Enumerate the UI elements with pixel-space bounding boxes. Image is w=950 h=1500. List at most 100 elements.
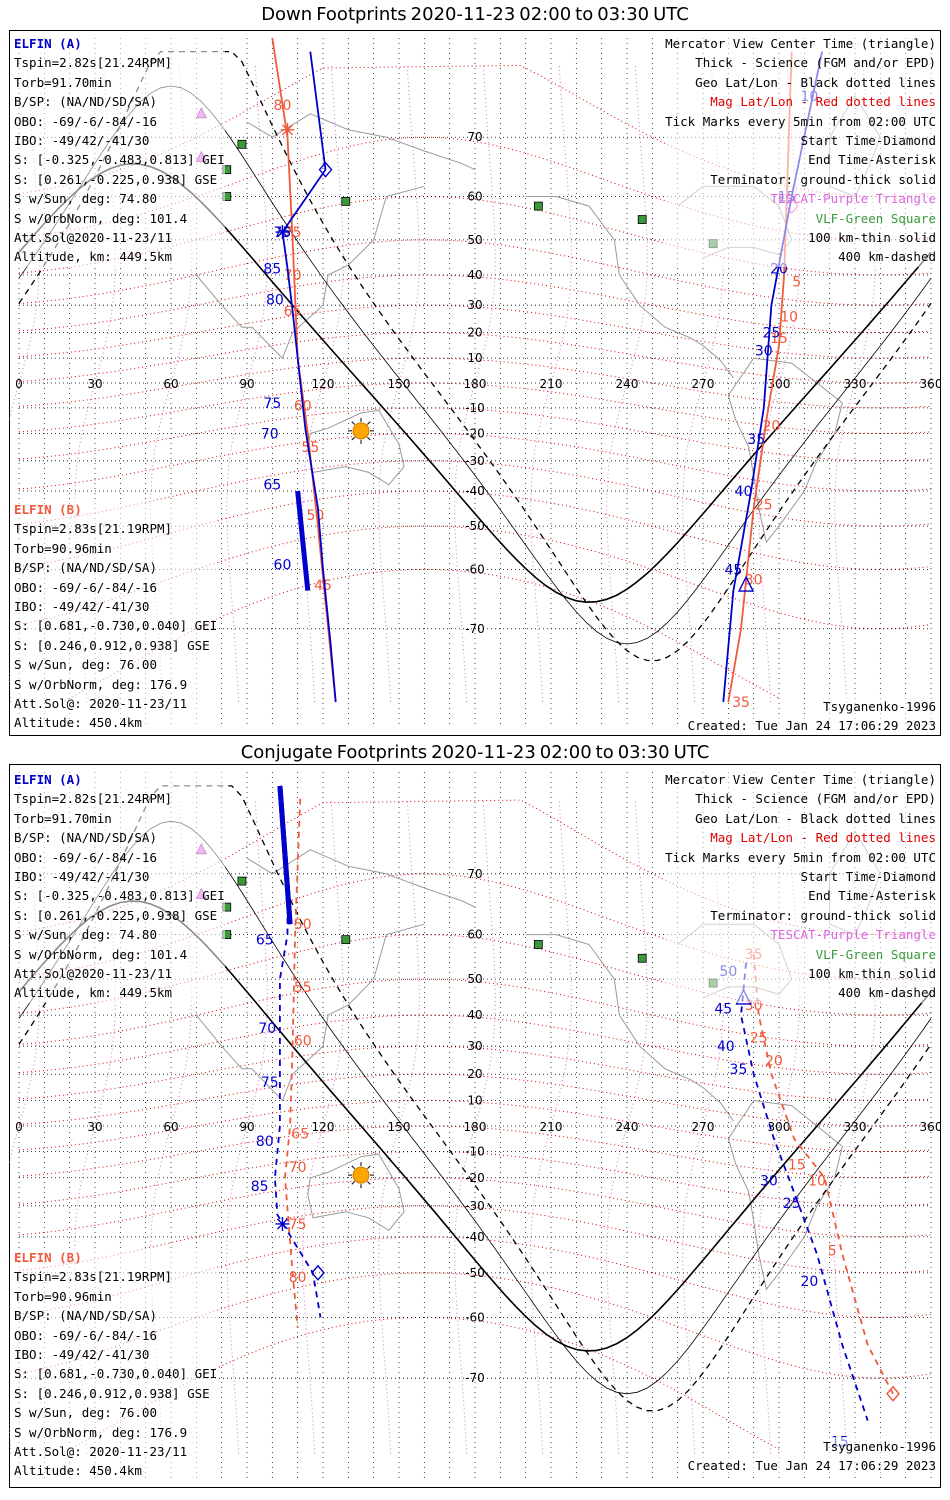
mag-lon-line [530,798,572,1454]
elfin-b-second-pass-tick-label: 5 [792,274,801,290]
lat-tick-label: -10 [465,1144,485,1158]
elfin-a-track-science [295,490,311,591]
mag-lat-line [18,274,932,333]
lat-tick-label: 40 [467,1008,482,1022]
lat-tick-label: -60 [465,1310,485,1324]
lat-tick-label: 60 [467,928,482,942]
down-footprints-panel: Down Footprints 2020-11-23 02:00 to 03:30 UTC … [0,0,950,740]
elfin-b-track-tick-label: 80 [274,98,292,114]
lat-tick-label: 70 [467,130,482,144]
coastline [727,357,843,544]
elfin-a-track-tick-label: 65 [263,478,281,494]
lon-tick-label: 270 [692,1120,715,1134]
elfin-a-second-pass-tick-label: 30 [755,344,773,360]
lon-tick-label: 90 [239,377,254,391]
mag-lon-line [226,63,268,703]
lat-tick-label: -40 [465,1230,485,1244]
mag-lat-line [18,1177,932,1238]
mag-lon-line [454,798,496,1454]
elfin-b-track-tick-label: 70 [289,1160,307,1176]
lon-tick-label: 30 [87,1120,102,1134]
created-timestamp: Created: Tue Jan 24 17:06:29 2023 [687,716,936,736]
mag-lon-line [606,63,648,703]
sun-ray [367,436,371,441]
elfin-b-track-tick-label: 75 [284,225,302,241]
lon-tick-label: 0 [15,1120,23,1134]
elfin-b-second-pass-tick-label: 10 [780,309,798,325]
lat-tick-label: 30 [467,298,482,312]
panel-title: Down Footprints 2020-11-23 02:00 to 03:30 UTC [261,4,689,25]
lat-tick-label: -70 [465,622,485,636]
elfin-b-second-pass [727,51,793,703]
elfin-a-second-pass-tick-label: 45 [714,1001,732,1017]
sun-icon [352,1166,370,1184]
mag-lon-line [834,798,876,1454]
elfin-b-second-pass-tick-label: 35 [732,695,750,711]
lon-tick-label: 150 [388,377,411,391]
elfin-a-track-tick-label: 60 [274,558,292,574]
elfin-b-second-pass-tick-label: 15 [770,331,788,347]
vlf-station [341,935,351,945]
lat-tick-label: -50 [465,519,485,533]
elfin-b-second-pass-tick-label: 20 [765,1053,783,1069]
elfin-b-track-tick-label: 50 [294,917,312,933]
elfin-a-info: ELFIN (A) Tspin=2.82s[21.24RPM] Torb=91.… [14,34,225,267]
lat-tick-label: 10 [467,351,482,365]
vlf-station [237,139,247,149]
end-asterisk [275,1216,290,1231]
elfin-a-science-solid [277,785,293,925]
lat-tick-label: -20 [465,1171,485,1185]
lat-tick-label: -50 [465,1266,485,1280]
mag-lon-line [606,798,648,1454]
elfin-b-second-pass-tick-label: 10 [808,1173,826,1189]
lat-tick-label: 50 [467,972,482,986]
elfin-a-track-tick-label: 70 [258,1021,276,1037]
lon-tick-label: 30 [87,377,102,391]
elfin-b-track-tick-label: 80 [289,1270,307,1286]
mag-lon-line [834,63,876,703]
lon-tick-label: 0 [15,377,23,391]
elfin-b-second-pass-tick-label: 5 [828,1244,837,1260]
mag-lon-line [682,798,724,1454]
elfin-b-track-tick-label: 55 [301,440,319,456]
elfin-a-second-pass-tick-label: 20 [800,1274,818,1290]
coastline [727,1099,843,1291]
elfin-a-track-tick-label: 80 [256,1134,274,1150]
sun-ray [351,1181,355,1185]
model-name: Tsyganenko-1996 [823,697,936,717]
elfin-a-second-pass-tick-label: 30 [760,1173,778,1189]
sun-ray [367,1165,371,1170]
elfin-a-second-pass-tick-label: 40 [735,484,753,500]
elfin-a-track-tick-label: 85 [251,1179,269,1195]
elfin-b-track-tick-label: 45 [314,578,332,594]
lat-tick-label: 30 [467,1039,482,1053]
end-asterisk [275,225,290,240]
elfin-b-second-pass-tick-label: 15 [788,1157,806,1173]
lon-tick-label: 60 [163,377,178,391]
lat-tick-label: -40 [465,484,485,498]
lon-tick-label: 240 [616,1120,639,1134]
elfin-a-track-tick-label: 75 [261,1075,279,1091]
lat-tick-label: 50 [467,233,482,247]
vlf-station [533,201,543,211]
lat-tick-label: -10 [465,401,485,415]
lat-tick-label: 20 [467,1067,482,1081]
elfin-b-second-pass-tick-label: 25 [755,497,773,513]
elfin-b-track-tick-label: 70 [284,268,302,284]
elfin-a-info: ELFIN (A) Tspin=2.82s[21.24RPM] Torb=91.… [14,770,225,1003]
mag-lon-line [226,798,268,1454]
elfin-b-track-tick-label: 65 [291,1127,309,1143]
sun-icon [352,422,370,440]
lat-tick-label: 40 [467,268,482,282]
coastline [525,196,734,379]
coastline [525,934,734,1122]
lon-tick-label: 330 [844,1120,867,1134]
mag-lon-line [682,63,724,703]
lon-tick-label: 300 [768,1120,791,1134]
lon-tick-label: 210 [540,1120,563,1134]
mag-lon-line [378,63,420,703]
lon-tick-label: 180 [464,1120,487,1134]
elfin-a-track-tick-label: 80 [266,292,284,308]
mag-lon-line [378,798,420,1454]
end-asterisk [280,122,295,137]
